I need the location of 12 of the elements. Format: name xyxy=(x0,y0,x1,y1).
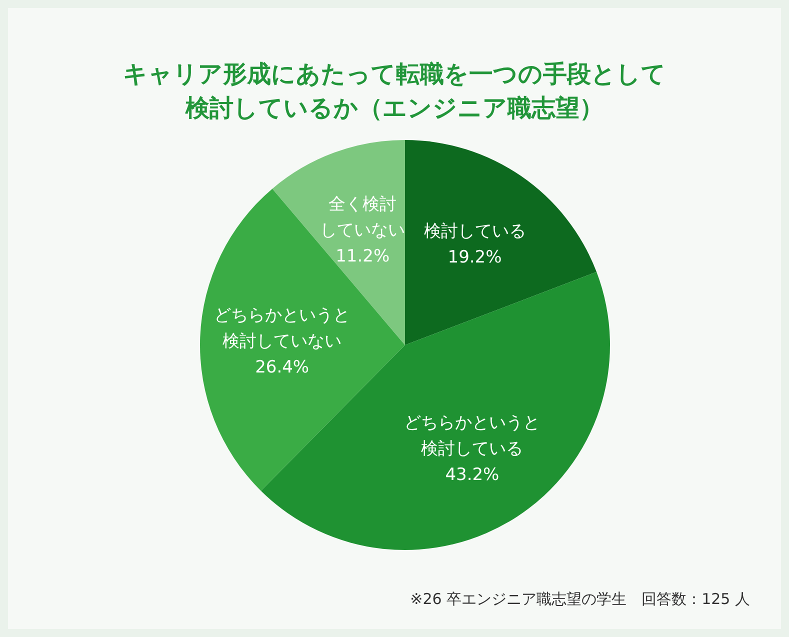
pie-slice xyxy=(405,140,597,345)
slice-label: 全く検討していない xyxy=(320,194,406,241)
data-label: 11.2% xyxy=(336,246,390,267)
slice-label: どちらかというと検討していない xyxy=(214,305,350,352)
data-label: 19.2% xyxy=(448,248,502,268)
text: ※26 卒エンジニア職志望の学生 回答数：125 人 xyxy=(410,590,750,608)
chart-title: キャリア形成にあたって転職を一つの手段として検討しているか（エンジニア職志望） xyxy=(123,60,666,122)
data-label: 43.2% xyxy=(445,465,500,486)
slice-label: 検討している xyxy=(424,222,526,242)
pie-slice xyxy=(200,188,405,491)
data-label: 26.4% xyxy=(255,357,310,378)
slice-label: どちらかというと検討している xyxy=(404,413,540,460)
